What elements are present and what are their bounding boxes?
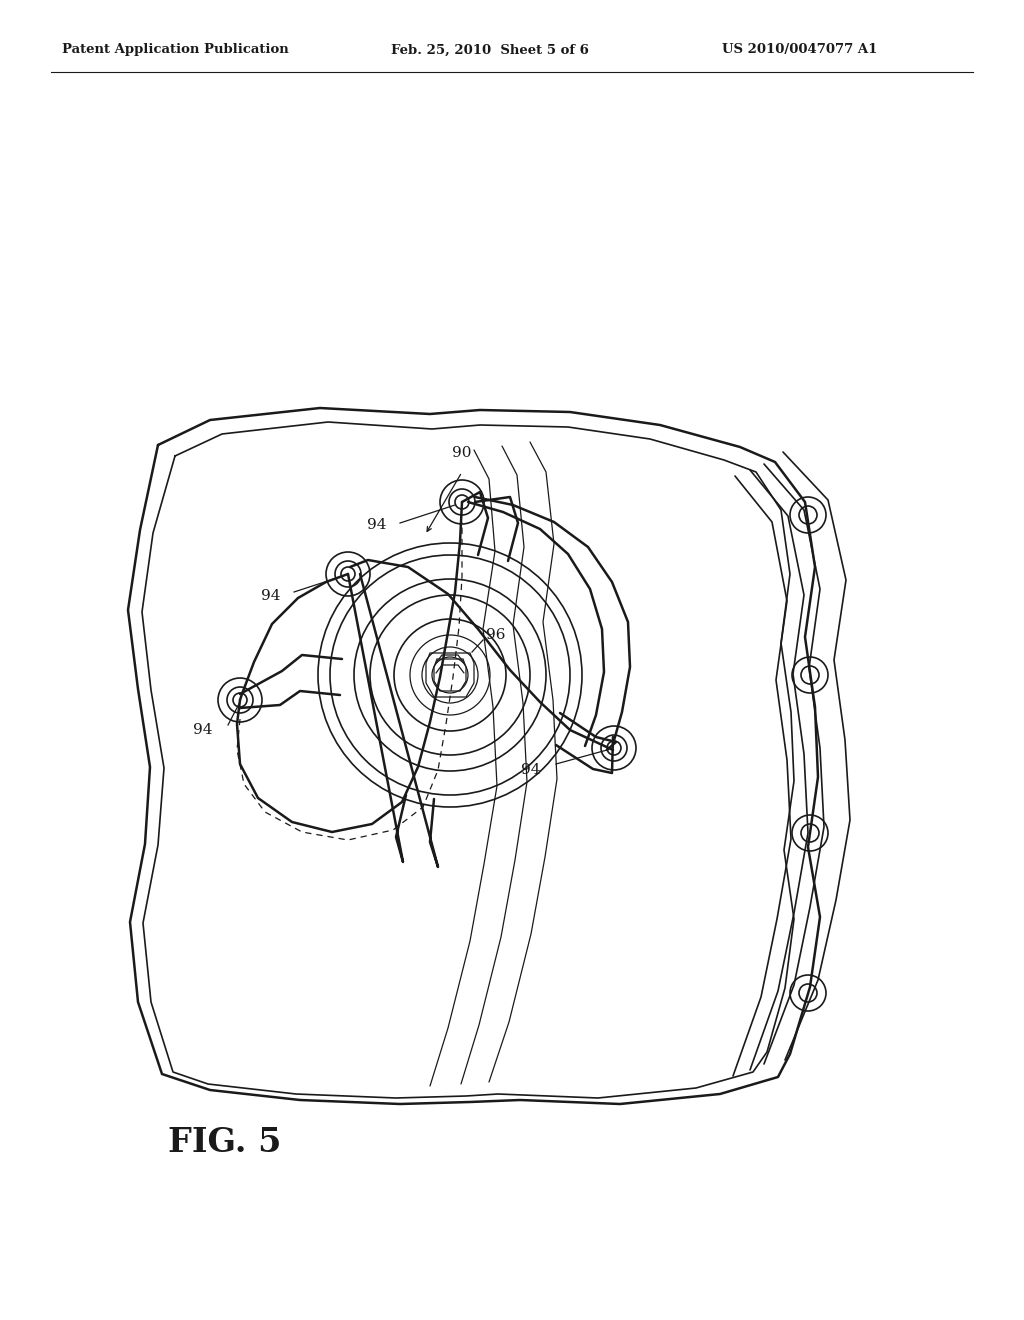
Text: Patent Application Publication: Patent Application Publication: [61, 44, 289, 57]
Text: 94: 94: [367, 517, 386, 532]
Text: Feb. 25, 2010  Sheet 5 of 6: Feb. 25, 2010 Sheet 5 of 6: [391, 44, 589, 57]
Text: 94: 94: [520, 763, 540, 777]
Text: 94: 94: [194, 723, 213, 737]
Text: 90: 90: [453, 446, 472, 459]
Text: FIG. 5: FIG. 5: [168, 1126, 282, 1159]
Text: 96: 96: [486, 628, 506, 642]
Text: 94: 94: [260, 589, 280, 603]
Text: US 2010/0047077 A1: US 2010/0047077 A1: [722, 44, 878, 57]
